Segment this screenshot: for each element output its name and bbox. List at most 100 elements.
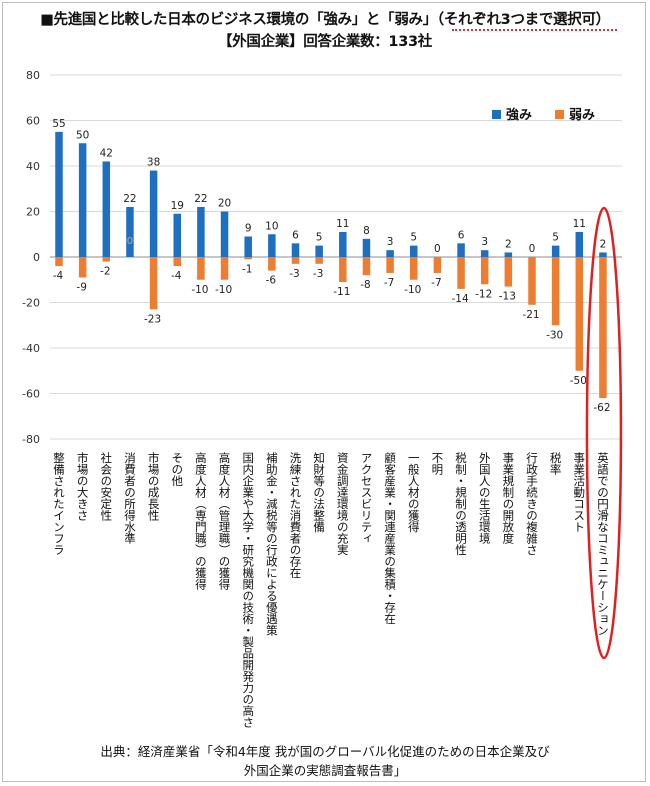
weakness-bar [480,257,489,285]
weakness-bar [504,257,513,287]
strength-bar [386,250,394,257]
weakness-bar [244,257,252,260]
strength-data-label: 19 [171,200,184,212]
strength-bar [410,245,418,257]
strength-bar [457,243,465,257]
strength-data-label: 50 [76,129,89,141]
category-label: 社会の安定性 [99,451,113,522]
weakness-data-label: -14 [451,293,468,305]
strength-data-label: 2 [600,238,607,250]
weakness-data-label: -10 [404,284,421,296]
weakness-data-label: -13 [499,291,516,303]
category-label: 市場の大きさ [76,451,90,521]
category-label: 消費者の所得水準 [123,451,137,545]
weakness-data-label: -62 [593,402,610,414]
weakness-data-label: -50 [570,375,587,387]
category-label: 洗練された消費者の存在 [289,452,303,579]
strength-data-label: 42 [100,147,113,159]
weakness-data-label: -1 [242,263,252,275]
y-tick-label: 60 [26,115,40,128]
strength-data-label: 22 [123,193,136,205]
strength-data-label: 2 [505,238,512,250]
legend-weakness-swatch [555,110,564,119]
weakness-data-label: -21 [522,309,539,321]
weakness-bar [410,257,418,280]
weakness-data-label: -10 [191,284,208,296]
category-label: その他 [170,452,184,487]
weakness-bar [291,257,300,264]
weakness-data-label: -2 [100,266,110,278]
strength-data-label: 5 [410,232,417,244]
weakness-data-label: -6 [266,275,277,287]
category-label: 英語での円滑なコミュニケーション [596,451,610,636]
weakness-bar [55,257,63,267]
weakness-bar [102,257,111,262]
weakness-data-label: -3 [313,268,323,280]
y-tick-label: 40 [26,160,40,173]
category-label: 税率 [549,451,563,476]
weakness-bar [220,257,229,280]
strength-data-label: 55 [52,118,65,130]
strength-data-label: 0 [529,243,536,255]
y-tick-label: 80 [26,69,40,82]
weakness-bar [268,257,276,271]
category-label: 資金調達環境の充実 [336,452,350,556]
strength-bar [197,206,205,257]
weakness-bar [149,257,158,310]
strength-bar [268,234,276,257]
strength-data-label: 5 [552,232,559,244]
weakness-data-label: -7 [431,277,441,289]
y-tick-label: -20 [22,297,40,310]
weakness-bar [457,257,465,289]
weakness-data-label: -12 [475,288,492,300]
category-label: 外国人の生活環境 [478,452,492,544]
weakness-bar [551,257,560,326]
category-label: 国内企業や大学・研究機関の技術・製品開発力の高さ [241,452,255,728]
weakness-bar [197,257,205,280]
strength-bar [78,143,87,257]
strength-data-label: 11 [573,218,586,230]
category-label: 市場の成長性 [147,451,161,522]
strength-bar [55,131,63,257]
weakness-data-label: -8 [360,279,370,291]
chart-title: ■先進国と比較した日本のビジネス環境の「強み」と「弱み」（それぞれ3つまで選択可… [40,12,610,28]
y-tick-label: -60 [22,388,40,401]
strength-bar [504,252,513,257]
weakness-data-label: -7 [384,277,394,289]
strength-bar [551,245,560,257]
y-tick-label: 0 [33,251,40,264]
legend-strength-swatch [492,110,501,119]
weakness-data-label: -10 [215,284,232,296]
weakness-data-label: -9 [76,281,86,293]
strength-bar [173,213,181,257]
strength-bar [599,252,607,257]
category-label: 事業活動コスト [572,452,586,533]
strength-data-label: 5 [316,232,323,244]
weakness-bar [78,257,87,278]
strength-data-label: 9 [245,223,252,235]
weakness-data-label: -3 [289,268,299,280]
strength-bar [220,211,229,257]
strength-data-label: 3 [481,236,488,248]
strength-bar [149,170,158,257]
source-line-1: 出典：経済産業省「令和4年度 我が国のグローバル化促進のための日本企業及び [100,744,550,759]
strength-bar [315,245,323,257]
category-label: 整備されたインフラ [52,451,66,555]
chart-subtitle: 【外国企業】回答企業数：133社 [218,34,432,50]
weakness-data-label: -11 [333,286,350,298]
category-label: 税制・規制の透明性 [454,451,468,556]
category-label: 高度人材（専門職）の獲得 [194,451,208,590]
strength-bar [126,206,134,257]
title-underline-mark [452,26,617,31]
y-tick-label: -80 [22,433,40,446]
strength-bar [362,238,371,257]
strength-data-label: 6 [458,229,465,241]
category-label: 補助金・減税等の行政による優遇策 [265,452,279,636]
highlight-ellipse [585,206,623,660]
strength-data-label: 38 [147,157,160,169]
weakness-bar [575,257,584,371]
strength-bar [575,231,584,257]
weakness-bar [362,257,371,276]
strength-data-label: 3 [387,236,394,248]
